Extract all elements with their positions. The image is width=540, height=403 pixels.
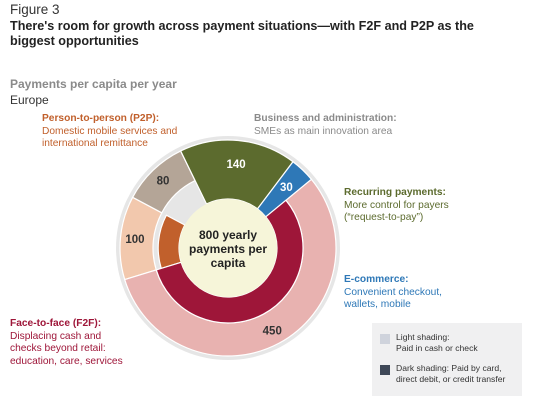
value-labels: 100 80 140 30 450 (125, 159, 292, 337)
label-p2p: Person-to-person (P2P): Domestic mobile … (42, 113, 212, 151)
center-label-line-3: capita (211, 256, 246, 270)
label-f2f-desc-1: Displacing cash and (10, 330, 102, 342)
legend: Light shading: Paid in cash or check Dar… (372, 323, 522, 396)
label-recurring: Recurring payments: More control for pay… (344, 187, 524, 225)
legend-light-line-1: Light shading: (396, 332, 450, 342)
label-recurring-desc-1: More control for payers (344, 199, 449, 211)
chart-title: There's room for growth across payment s… (10, 19, 474, 48)
label-f2f: Face-to-face (F2F): Displacing cash and … (10, 318, 200, 368)
legend-light-swatch (380, 334, 390, 344)
label-f2f-desc-2: checks beyond retail: (10, 343, 106, 354)
chart-subtitle: Payments per capita per year (10, 77, 177, 91)
value-label-e-commerce: 30 (280, 182, 293, 194)
label-p2p-desc-2: international remittance (42, 138, 148, 149)
chart-region: Europe (10, 93, 49, 107)
label-recurring-desc-2: (“request-to-pay”) (344, 212, 424, 223)
label-ecommerce-title: E-commerce: (344, 274, 409, 285)
center-label-line-1: 800 yearly (199, 228, 257, 242)
legend-light-line-2: Paid in cash or check (396, 343, 478, 353)
label-ecommerce-desc-2: wallets, mobile (344, 299, 411, 310)
legend-dark-line-2: direct debit, or credit transfer (396, 374, 506, 384)
label-business-title: Business and administration: (254, 113, 397, 124)
value-label-recurring-payments: 140 (227, 159, 246, 171)
value-label-business-and-administration: 80 (157, 176, 170, 188)
label-p2p-desc-1: Domestic mobile services and (42, 125, 178, 137)
label-business-desc-1: SMEs as main innovation area (254, 125, 393, 137)
label-ecommerce: E-commerce: Convenient checkout, wallets… (344, 274, 524, 312)
label-recurring-title: Recurring payments: (344, 187, 446, 198)
figure-label: Figure 3 (10, 2, 60, 17)
legend-dark-swatch (380, 365, 390, 375)
value-label-person-to-person-p2p: 100 (125, 234, 144, 246)
label-f2f-desc-3: education, care, services (10, 355, 123, 367)
label-ecommerce-desc-1: Convenient checkout, (344, 286, 442, 298)
label-f2f-title: Face-to-face (F2F): (10, 318, 102, 329)
center-label-line-2: payments per (189, 242, 267, 256)
center-disc (179, 199, 277, 297)
label-p2p-title: Person-to-person (P2P): (42, 113, 160, 124)
label-business: Business and administration: SMEs as mai… (254, 113, 454, 138)
value-label-face-to-face-f2f: 450 (263, 325, 282, 337)
legend-dark-line-1: Dark shading: Paid by card, (396, 363, 502, 373)
inner-slices (155, 139, 313, 324)
